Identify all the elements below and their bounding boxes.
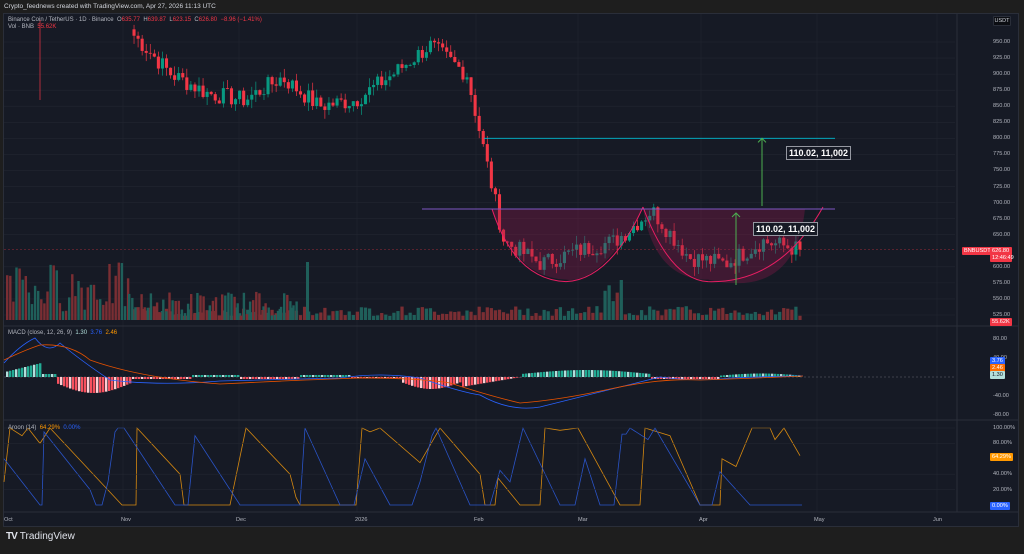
symbol-price-tag: BNBUSDT (962, 247, 993, 255)
time-axis-label: Apr (699, 517, 708, 523)
macd-value: 3.76 (90, 330, 103, 336)
high-value: 639.87 (147, 17, 167, 23)
volume-legend: Vol · BNB 55.62K (8, 24, 56, 30)
axis-tick-label: 700.00 (993, 199, 1011, 206)
aroon-up-tag: 64.29% (990, 453, 1013, 461)
time-axis-label: Mar (578, 517, 588, 523)
aroon-down-value: 0.00% (63, 425, 81, 431)
time-axis-label: Jun (933, 517, 943, 523)
chart-frame[interactable] (3, 13, 1019, 527)
symbol-legend: Binance Coin / TetherUS · 1D · Binance O… (8, 17, 262, 23)
signal-tag: 2.46 (990, 364, 1005, 372)
time-axis-label: Feb (474, 517, 484, 523)
axis-tick-label: 875.00 (993, 87, 1011, 94)
axis-tick-label: 800.00 (993, 135, 1011, 142)
last-price-tag: 626.80 (990, 247, 1012, 255)
change-value: −8.96 (−1.41%) (220, 17, 262, 23)
axis-tick-label: 40.00% (993, 471, 1012, 478)
aroon-down-tag: 0.00% (990, 502, 1010, 510)
macd-hist-value: 1.30 (75, 330, 88, 336)
measure-label-upper[interactable]: 110.02, 11,002 (786, 146, 852, 160)
time-axis-label: Nov (121, 517, 131, 523)
tradingview-name: TradingView (19, 531, 75, 542)
aroon-name[interactable]: Aroon (14) (8, 425, 37, 431)
close-value: 626.80 (198, 17, 218, 23)
macd-tag: 3.76 (990, 357, 1005, 365)
axis-tick-label: 675.00 (993, 215, 1011, 222)
hist-tag: 1.30 (990, 371, 1005, 379)
axis-tick-label: 575.00 (993, 279, 1011, 286)
low-value: 623.15 (172, 17, 192, 23)
axis-tick-label: 950.00 (993, 39, 1011, 45)
measure-label-lower[interactable]: 110.02, 11,002 (753, 222, 819, 236)
axis-tick-label: 725.00 (993, 183, 1011, 190)
axis-tick-label: 80.00 (993, 336, 1007, 342)
axis-tick-label: 525.00 (993, 312, 1011, 318)
macd-legend: MACD (close, 12, 26, 9) 1.30 3.76 2.46 (8, 330, 117, 336)
volume-value: 55.62K (37, 24, 57, 30)
axis-tick-label: 20.00% (993, 486, 1012, 493)
axis-tick-label: 775.00 (993, 151, 1011, 158)
signal-value: 2.46 (105, 330, 118, 336)
axis-tick-label: 825.00 (993, 119, 1011, 126)
axis-tick-label: -40.00 (993, 393, 1009, 399)
axis-tick-label: 900.00 (993, 71, 1011, 78)
axis-tick-label: 600.00 (993, 263, 1011, 270)
aroon-up-value: 64.29% (39, 425, 61, 431)
axis-tick-label: -80.00 (993, 412, 1009, 418)
axis-tick-label: 750.00 (993, 167, 1011, 174)
time-axis-label: May (814, 517, 825, 523)
axis-tick-label: 100.00% (993, 425, 1016, 431)
aroon-legend: Aroon (14) 64.29% 0.00% (8, 425, 80, 431)
axis-tick-label: 550.00 (993, 295, 1011, 302)
high-label: H (143, 17, 148, 23)
open-label: O (116, 17, 122, 23)
volume-name[interactable]: Vol · BNB (8, 24, 35, 30)
close-label: C (194, 17, 199, 23)
tradingview-branding[interactable]: TV TradingView (6, 531, 75, 542)
open-value: 635.77 (121, 17, 140, 23)
tradingview-logo-icon: TV (6, 531, 18, 542)
time-axis-label: 2026 (355, 517, 368, 523)
axis-tick-label: 850.00 (993, 103, 1011, 110)
low-label: L (169, 17, 173, 23)
volume-tag: 55.62K (990, 318, 1012, 326)
chart-title: Crypto_feednews created with TradingView… (0, 0, 1024, 13)
countdown-tag: 12:46:49 (990, 254, 1014, 262)
axis-tick-label: 925.00 (993, 55, 1011, 62)
macd-name[interactable]: MACD (close, 12, 26, 9) (8, 330, 73, 336)
axis-tick-label: 650.00 (993, 231, 1011, 238)
axis-tick-label: 80.00% (993, 440, 1012, 447)
currency-button[interactable]: USDT (993, 16, 1011, 26)
symbol-name[interactable]: Binance Coin / TetherUS · 1D · Binance (8, 17, 114, 23)
time-axis-label: Oct (4, 517, 13, 523)
time-axis-label: Dec (236, 517, 246, 523)
